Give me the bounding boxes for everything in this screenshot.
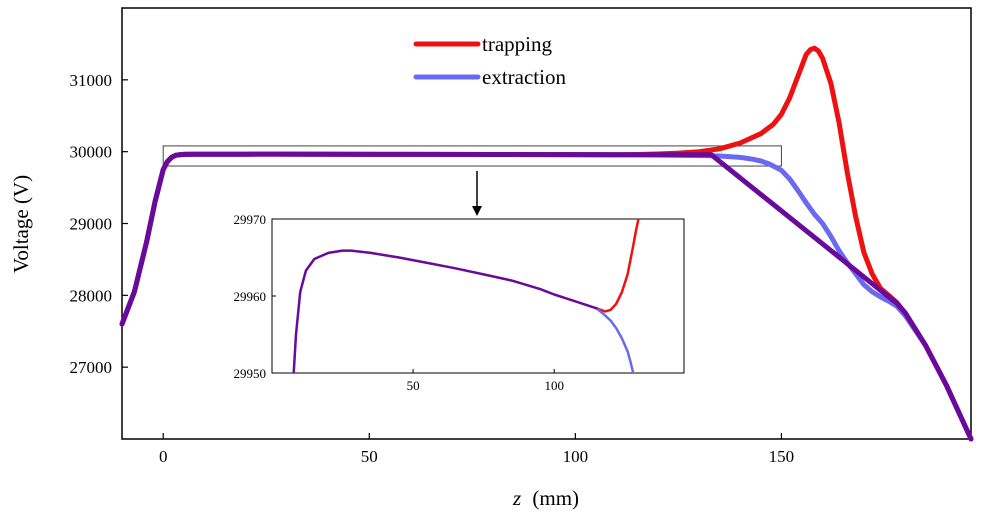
- x-axis-label: z (mm): [512, 486, 579, 510]
- inset-series-line-trapping: [595, 219, 640, 313]
- x-tick-label: 0: [159, 447, 168, 466]
- inset-y-tick-label: 29950: [234, 366, 267, 381]
- legend: trapping extraction: [413, 32, 566, 89]
- x-tick-label: 100: [563, 447, 589, 466]
- y-tick-label: 28000: [70, 286, 113, 305]
- inset-series: [292, 219, 640, 373]
- inset-plot: 50 100 29950 29960 29970: [234, 212, 685, 393]
- inset-series-line-extraction: [595, 307, 635, 373]
- main-series: [119, 45, 974, 442]
- y-tick-label: 29000: [70, 215, 113, 234]
- y-tick-label: 30000: [70, 143, 113, 162]
- inset-frame: [271, 218, 685, 374]
- y-tick-label: 27000: [70, 358, 113, 377]
- inset-series-line-overlap: [292, 249, 598, 373]
- zoom-box: [162, 145, 782, 167]
- zoom-arrow: [472, 171, 482, 216]
- legend-label-trapping: trapping: [482, 32, 552, 56]
- x-axis-variable: z: [512, 486, 521, 510]
- x-axis-unit: (mm): [532, 486, 579, 510]
- main-axis-ticks: 0 50 100 150 27000 28000 29000 30000 31000: [70, 71, 795, 466]
- inset-axis-ticks: 50 100 29950 29960 29970: [234, 212, 564, 393]
- x-tick-label: 150: [769, 447, 795, 466]
- inset-y-tick-label: 29970: [234, 212, 267, 227]
- inset-y-tick-label: 29960: [234, 289, 267, 304]
- inset-x-tick-label: 100: [544, 378, 564, 393]
- series-line-overlap: [119, 151, 974, 442]
- y-axis-label: Voltage (V): [9, 175, 33, 273]
- x-tick-label: 50: [361, 447, 378, 466]
- legend-label-extraction: extraction: [482, 65, 566, 89]
- inset-x-tick-label: 50: [407, 378, 420, 393]
- y-tick-label: 31000: [70, 71, 113, 90]
